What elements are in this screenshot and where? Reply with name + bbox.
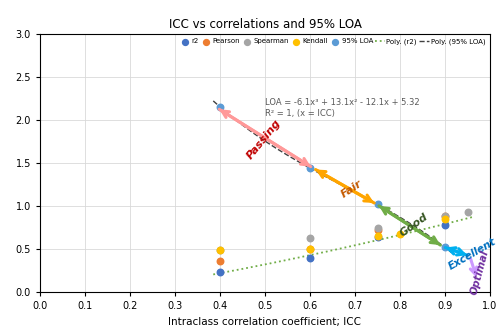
Point bbox=[441, 216, 449, 222]
Point bbox=[216, 270, 224, 275]
Text: LOA = -6.1x³ + 13.1x² - 12.1x + 5.32
R² = 1, (x = ICC): LOA = -6.1x³ + 13.1x² - 12.1x + 5.32 R² … bbox=[265, 98, 420, 118]
Point bbox=[441, 214, 449, 219]
Text: Fair: Fair bbox=[339, 178, 364, 200]
Point bbox=[374, 202, 382, 207]
Point bbox=[216, 259, 224, 264]
Point bbox=[441, 214, 449, 219]
Point bbox=[441, 222, 449, 228]
Point bbox=[306, 255, 314, 260]
Text: Passing: Passing bbox=[245, 117, 282, 161]
Text: Optimal: Optimal bbox=[469, 249, 490, 296]
Point bbox=[374, 234, 382, 239]
Point bbox=[216, 247, 224, 253]
Point bbox=[306, 247, 314, 252]
Legend: r2, Pearson, Spearman, Kendall, 95% LOA, Poly. (r2), Poly. (95% LOA): r2, Pearson, Spearman, Kendall, 95% LOA,… bbox=[178, 37, 486, 46]
Point bbox=[306, 235, 314, 241]
Text: Good: Good bbox=[398, 212, 430, 239]
Point bbox=[216, 247, 224, 253]
Text: Excellent: Excellent bbox=[446, 236, 498, 271]
Point bbox=[441, 245, 449, 250]
Point bbox=[374, 225, 382, 230]
Point bbox=[396, 231, 404, 236]
Point bbox=[464, 209, 471, 215]
Point bbox=[374, 227, 382, 233]
Point bbox=[374, 235, 382, 240]
Point bbox=[306, 247, 314, 252]
Point bbox=[216, 104, 224, 110]
Point bbox=[306, 165, 314, 171]
Title: ICC vs correlations and 95% LOA: ICC vs correlations and 95% LOA bbox=[168, 18, 362, 31]
X-axis label: Intraclass correlation coefficient; ICC: Intraclass correlation coefficient; ICC bbox=[168, 317, 362, 327]
